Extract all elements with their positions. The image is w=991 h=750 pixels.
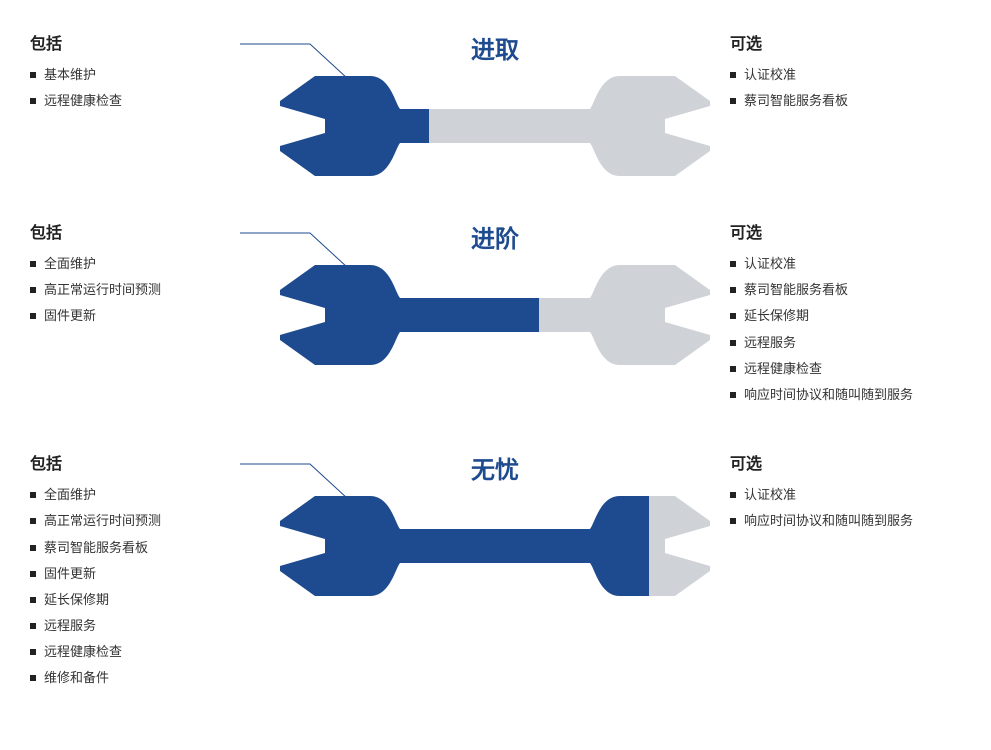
included-list-item: 全面维护 bbox=[30, 255, 260, 273]
included-list: 基本维护远程健康检查 bbox=[30, 66, 260, 110]
tier-center: 进取 bbox=[260, 30, 730, 181]
tier-center: 进阶 bbox=[260, 219, 730, 412]
included-list-item: 远程健康检查 bbox=[30, 643, 260, 661]
optional-column: 可选 认证校准响应时间协议和随叫随到服务 bbox=[730, 450, 990, 696]
wrench-wrap bbox=[275, 71, 715, 181]
included-list-item: 高正常运行时间预测 bbox=[30, 281, 260, 299]
optional-list-item: 蔡司智能服务看板 bbox=[730, 92, 990, 110]
included-column: 包括 全面维护高正常运行时间预测固件更新 bbox=[30, 219, 260, 412]
wrench-wrap bbox=[275, 491, 715, 601]
included-list-item: 基本维护 bbox=[30, 66, 260, 84]
included-column: 包括 基本维护远程健康检查 bbox=[30, 30, 260, 181]
optional-header: 可选 bbox=[730, 450, 990, 474]
optional-column: 可选 认证校准蔡司智能服务看板 bbox=[730, 30, 990, 181]
tier-title: 进取 bbox=[471, 30, 519, 65]
tier-advanced: 包括 全面维护高正常运行时间预测固件更新 进阶 可选 认证校准蔡司智能服务看板延… bbox=[30, 219, 961, 412]
optional-list-item: 认证校准 bbox=[730, 255, 990, 273]
tier-basic: 包括 基本维护远程健康检查 进取 可选 认证校准蔡司智能服务看板 bbox=[30, 30, 961, 181]
optional-list-item: 远程服务 bbox=[730, 334, 990, 352]
tier-carefree: 包括 全面维护高正常运行时间预测蔡司智能服务看板固件更新延长保修期远程服务远程健… bbox=[30, 450, 961, 696]
optional-list-item: 延长保修期 bbox=[730, 307, 990, 325]
included-header: 包括 bbox=[30, 219, 260, 243]
included-list-item: 固件更新 bbox=[30, 307, 260, 325]
included-list: 全面维护高正常运行时间预测蔡司智能服务看板固件更新延长保修期远程服务远程健康检查… bbox=[30, 486, 260, 688]
optional-column: 可选 认证校准蔡司智能服务看板延长保修期远程服务远程健康检查响应时间协议和随叫随… bbox=[730, 219, 990, 412]
included-header: 包括 bbox=[30, 450, 260, 474]
included-list-item: 固件更新 bbox=[30, 565, 260, 583]
optional-list-item: 蔡司智能服务看板 bbox=[730, 281, 990, 299]
tier-title: 进阶 bbox=[471, 219, 519, 254]
included-list-item: 全面维护 bbox=[30, 486, 260, 504]
wrench-icon bbox=[275, 71, 715, 181]
included-list-item: 远程服务 bbox=[30, 617, 260, 635]
included-list-item: 蔡司智能服务看板 bbox=[30, 539, 260, 557]
optional-list-item: 认证校准 bbox=[730, 486, 990, 504]
optional-list-item: 远程健康检查 bbox=[730, 360, 990, 378]
optional-header: 可选 bbox=[730, 219, 990, 243]
optional-list-item: 响应时间协议和随叫随到服务 bbox=[730, 512, 990, 530]
included-column: 包括 全面维护高正常运行时间预测蔡司智能服务看板固件更新延长保修期远程服务远程健… bbox=[30, 450, 260, 696]
optional-list: 认证校准响应时间协议和随叫随到服务 bbox=[730, 486, 990, 530]
included-list-item: 延长保修期 bbox=[30, 591, 260, 609]
included-list-item: 高正常运行时间预测 bbox=[30, 512, 260, 530]
wrench-wrap bbox=[275, 260, 715, 370]
tier-center: 无忧 bbox=[260, 450, 730, 696]
optional-header: 可选 bbox=[730, 30, 990, 54]
wrench-icon bbox=[275, 260, 715, 370]
included-list-item: 维修和备件 bbox=[30, 669, 260, 687]
optional-list: 认证校准蔡司智能服务看板延长保修期远程服务远程健康检查响应时间协议和随叫随到服务 bbox=[730, 255, 990, 404]
optional-list: 认证校准蔡司智能服务看板 bbox=[730, 66, 990, 110]
optional-list-item: 认证校准 bbox=[730, 66, 990, 84]
wrench-icon bbox=[275, 491, 715, 601]
tier-title: 无忧 bbox=[471, 450, 519, 485]
included-list-item: 远程健康检查 bbox=[30, 92, 260, 110]
included-header: 包括 bbox=[30, 30, 260, 54]
optional-list-item: 响应时间协议和随叫随到服务 bbox=[730, 386, 990, 404]
included-list: 全面维护高正常运行时间预测固件更新 bbox=[30, 255, 260, 326]
